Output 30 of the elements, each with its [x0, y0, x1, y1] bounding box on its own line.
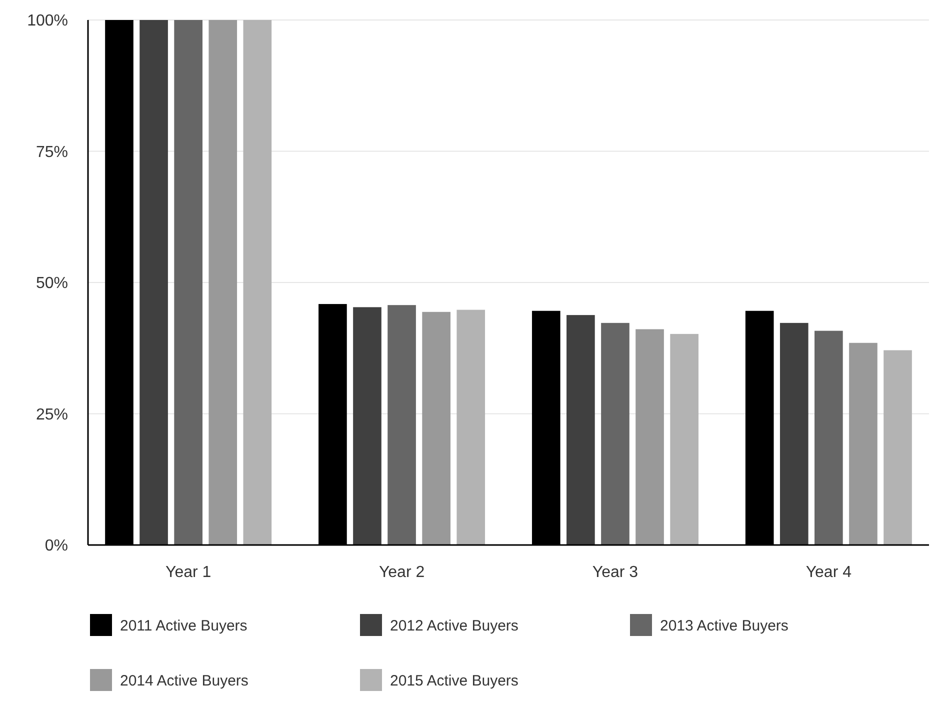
- y-tick-label: 50%: [36, 275, 68, 292]
- legend-label: 2012 Active Buyers: [390, 617, 518, 634]
- bar: [140, 20, 168, 545]
- bar: [670, 334, 698, 545]
- y-tick-label: 100%: [27, 12, 68, 30]
- bar: [208, 20, 238, 545]
- bar: [780, 322, 808, 545]
- y-tick-label: 0%: [44, 538, 68, 555]
- y-tick-label: 75%: [36, 144, 68, 161]
- bar: [601, 322, 630, 545]
- x-tick-label: Year 3: [592, 564, 638, 581]
- legend-label: 2014 Active Buyers: [120, 672, 248, 690]
- x-tick-label: Year 2: [378, 564, 425, 581]
- y-tick-label: 25%: [36, 406, 68, 424]
- bar: [884, 350, 912, 545]
- x-tick-label: Year 4: [806, 564, 852, 581]
- legend-label: 2015 Active Buyers: [390, 672, 518, 690]
- bar: [422, 312, 450, 545]
- bar: [566, 315, 595, 545]
- bar: [353, 307, 382, 545]
- x-tick-label: Year 1: [165, 564, 212, 581]
- legend-label: 2013 Active Buyers: [660, 617, 788, 634]
- bar: [388, 305, 416, 545]
- legend-label: 2011 Active Buyers: [120, 617, 248, 634]
- bar: [814, 330, 843, 545]
- bar: [243, 20, 272, 545]
- bar: [636, 329, 664, 545]
- bar: [849, 342, 878, 545]
- bar: [456, 310, 486, 545]
- bar: [174, 20, 202, 545]
